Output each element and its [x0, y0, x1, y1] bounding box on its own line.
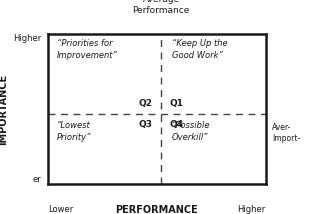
Text: Q4: Q4 [170, 120, 184, 129]
Text: Higher: Higher [13, 34, 42, 43]
Text: “Lowest
Priority”: “Lowest Priority” [57, 121, 91, 142]
Text: “Priorities for
Improvement”: “Priorities for Improvement” [57, 39, 117, 59]
Text: IMPORTANCE: IMPORTANCE [0, 74, 8, 145]
Text: Higher: Higher [237, 205, 266, 214]
Text: “Possible
Overkill”: “Possible Overkill” [172, 121, 211, 142]
Text: Q3: Q3 [139, 120, 152, 129]
Text: PERFORMANCE: PERFORMANCE [116, 205, 198, 214]
Text: Q2: Q2 [139, 99, 152, 108]
Text: Average
Performance: Average Performance [132, 0, 190, 15]
Text: Aver-
Import-: Aver- Import- [272, 123, 300, 143]
Text: “Keep Up the
Good Work”: “Keep Up the Good Work” [172, 39, 228, 59]
Text: Q1: Q1 [170, 99, 184, 108]
Text: Lower: Lower [48, 205, 73, 214]
Text: er: er [33, 175, 42, 184]
